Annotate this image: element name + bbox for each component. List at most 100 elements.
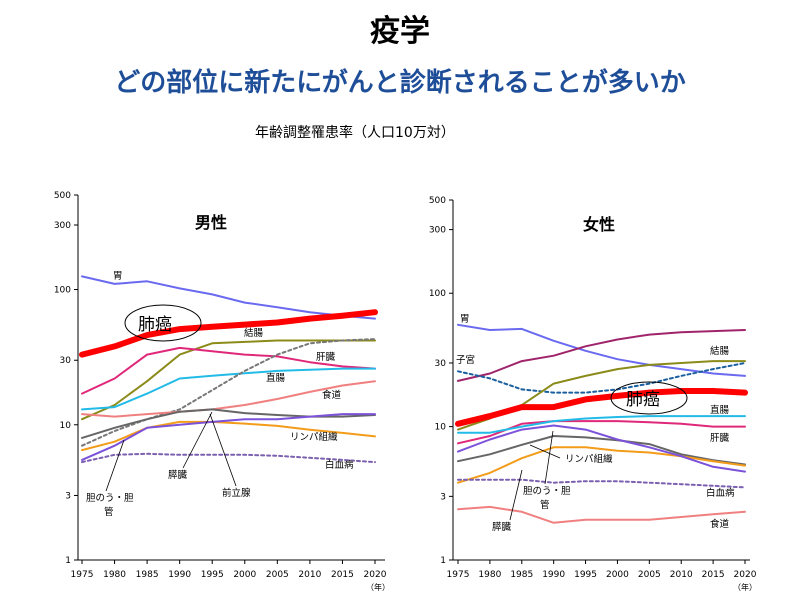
female-label-gallbladder-2: 管	[540, 499, 550, 511]
female-x-tick-label: 2015	[702, 570, 725, 580]
male-label-lung: 肺癌	[138, 315, 172, 335]
male-series-line	[81, 367, 376, 411]
female-label-rectum: 直腸	[710, 404, 730, 416]
female-y-ticks: 1 3 10 30 100 300 500	[429, 196, 453, 566]
male-label-pancreas: 膵臓	[168, 470, 188, 481]
male-label-esophagus: 食道	[322, 389, 342, 401]
male-y-tick-label: 10	[60, 421, 72, 431]
female-panel-title: 女性	[583, 215, 615, 234]
female-x-unit: （年）	[733, 582, 757, 592]
male-x-tick-label: 1980	[103, 570, 126, 580]
female-series-line	[457, 415, 746, 434]
male-label-liver: 肝臓	[316, 352, 336, 363]
female-label-lung: 肺癌	[626, 390, 660, 410]
female-pointer-pancreas	[509, 469, 523, 521]
female-y-tick-label: 500	[429, 196, 446, 206]
female-label-leukemia: 白血病	[706, 487, 735, 499]
female-pointer-lymph	[529, 444, 561, 459]
female-axes	[452, 200, 750, 561]
male-axes	[77, 195, 385, 561]
female-label-gallbladder-1: 胆のう・胆	[523, 486, 571, 497]
male-x-tick-label: 1990	[168, 570, 191, 580]
male-series-line	[81, 338, 376, 447]
female-x-tick-label: 2000	[606, 570, 629, 580]
male-label-gallbladder-2: 管	[104, 506, 114, 518]
female-label-pancreas: 膵臓	[492, 522, 512, 533]
male-label-colon: 結腸	[244, 327, 264, 339]
male-series-line	[81, 452, 376, 464]
female-label-stomach: 胃	[460, 314, 470, 325]
male-label-leukemia: 白血病	[325, 459, 354, 471]
chart-female: 1 3 10 30 100 300 500 1975 1980 1985 1990 1995 2000…	[429, 196, 757, 592]
female-y-tick-label: 1	[440, 556, 446, 566]
female-x-tick-label: 2005	[638, 570, 661, 580]
female-label-uterus: 子宮	[456, 354, 475, 366]
male-x-tick-label: 2020	[364, 570, 387, 580]
female-pointer-gallbladder	[544, 430, 554, 485]
male-label-gallbladder-1: 胆のう・胆	[86, 493, 134, 504]
male-series-line	[81, 275, 376, 320]
female-x-tick-label: 2010	[670, 570, 693, 580]
female-x-tick-label: 1980	[478, 570, 501, 580]
male-pointer-pancreas	[182, 411, 213, 469]
female-label-colon: 結腸	[710, 345, 730, 357]
chart-male: 1 3 10 30 100 300 500 1975 1980 1985 1990 1995 2000…	[54, 191, 390, 592]
male-y-ticks: 1 3 10 30 100 300 500	[54, 191, 78, 566]
male-x-tick-label: 2005	[266, 570, 289, 580]
female-y-tick-label: 3	[440, 492, 446, 502]
female-series-line	[455, 388, 748, 427]
male-x-tick-label: 1995	[201, 570, 224, 580]
male-series-line	[79, 309, 378, 358]
male-series-line	[81, 413, 376, 461]
female-lung-ellipse	[610, 381, 688, 415]
male-x-tick-label: 1985	[136, 570, 159, 580]
female-y-tick-label: 300	[429, 226, 446, 236]
male-label-rectum: 直腸	[266, 372, 286, 384]
female-y-tick-label: 10	[435, 423, 447, 433]
slide-title: 疫学	[370, 14, 430, 49]
male-y-tick-label: 1	[65, 556, 71, 566]
female-series-line	[457, 505, 746, 524]
male-x-ticks: 1975 1980 1985 1990 1995 2000 2005 2010 2015 2020	[71, 560, 387, 580]
female-series-line	[457, 420, 746, 445]
male-x-tick-label: 2000	[233, 570, 256, 580]
female-series-line	[457, 424, 746, 473]
female-series-line	[457, 329, 746, 382]
male-pointer-gallbladder	[105, 439, 125, 492]
male-panel-title: 男性	[195, 213, 227, 232]
female-label-esophagus: 食道	[710, 518, 730, 530]
male-x-tick-label: 1975	[71, 570, 94, 580]
chart-caption: 年齢調整罹患率（人口10万対）	[255, 125, 455, 141]
female-y-tick-label: 100	[429, 289, 446, 299]
female-label-lymph: リンパ組織	[565, 453, 613, 465]
female-series-line	[457, 478, 746, 489]
female-y-tick-label: 30	[435, 359, 447, 369]
male-label-lymph: リンパ組織	[290, 431, 338, 443]
male-y-tick-label: 30	[60, 356, 72, 366]
male-pointer-prostate	[209, 413, 237, 487]
male-series-line	[81, 408, 376, 439]
female-series-line	[457, 362, 746, 394]
female-series-line	[457, 435, 746, 466]
male-series-line	[81, 420, 376, 452]
male-x-tick-label: 2010	[298, 570, 321, 580]
male-label-prostate: 前立腺	[222, 487, 251, 499]
female-label-liver: 肝臓	[710, 433, 730, 444]
female-x-tick-label: 1985	[510, 570, 533, 580]
male-y-tick-label: 3	[65, 491, 71, 501]
female-x-tick-label: 1990	[542, 570, 565, 580]
female-x-ticks: 1975 1980 1985 1990 1995 2000 2005 2010 2015 2020	[447, 560, 757, 580]
male-x-unit: （年）	[366, 582, 390, 592]
male-series-line	[81, 339, 376, 421]
male-y-tick-label: 500	[54, 191, 71, 201]
female-x-tick-label: 2020	[734, 570, 757, 580]
male-y-tick-label: 100	[54, 286, 71, 296]
female-series-line	[457, 446, 746, 484]
female-series	[455, 323, 748, 524]
male-series-line	[81, 380, 376, 418]
female-x-tick-label: 1975	[447, 570, 470, 580]
female-x-tick-label: 1995	[574, 570, 597, 580]
female-series-line	[457, 323, 746, 377]
male-label-stomach: 胃	[113, 271, 123, 282]
